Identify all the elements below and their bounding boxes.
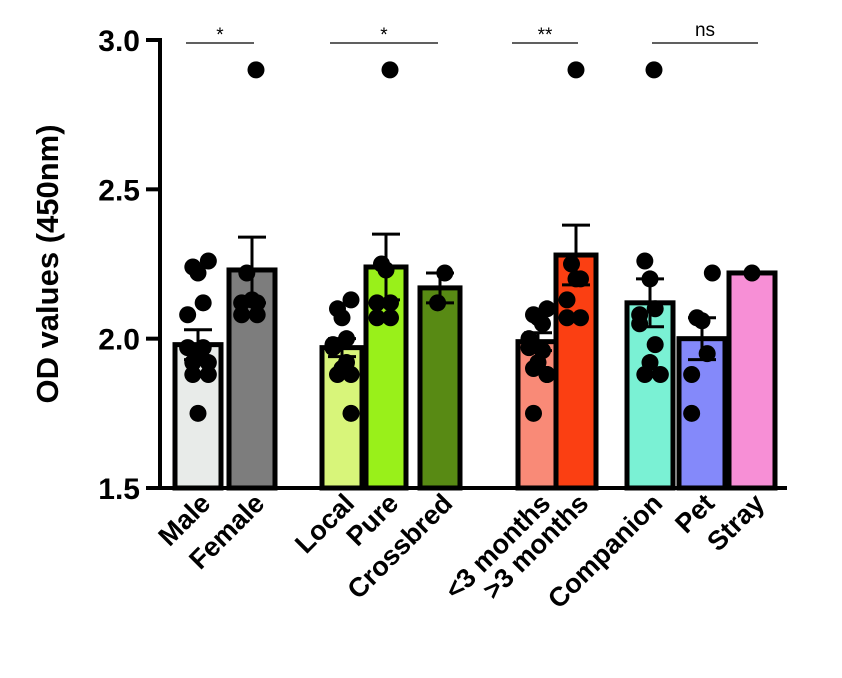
data-point — [636, 252, 654, 270]
data-point — [179, 306, 197, 324]
data-point — [189, 404, 207, 422]
data-point — [567, 61, 585, 79]
data-point — [683, 404, 701, 422]
data-point — [683, 366, 701, 384]
data-point — [538, 366, 556, 384]
x-tick-label: Stray — [701, 488, 770, 557]
data-point — [184, 366, 202, 384]
data-point — [631, 315, 649, 333]
data-point — [333, 309, 351, 327]
data-point — [646, 336, 664, 354]
significance-label: * — [216, 25, 224, 46]
data-point — [342, 366, 360, 384]
data-point — [525, 404, 542, 422]
data-point — [233, 306, 251, 324]
data-point — [645, 61, 663, 79]
data-point — [189, 264, 207, 282]
data-point — [194, 294, 212, 312]
significance-label: ** — [538, 25, 553, 46]
data-point — [743, 264, 761, 282]
data-point — [199, 366, 217, 384]
bar-8 — [676, 336, 728, 491]
bar-7 — [624, 300, 676, 491]
data-point — [572, 309, 589, 327]
data-point — [342, 291, 360, 309]
y-tick-label: 2.5 — [98, 174, 140, 207]
data-point — [703, 264, 721, 282]
data-point — [636, 366, 654, 384]
data-point — [382, 309, 399, 327]
data-point — [324, 339, 342, 357]
data-point — [525, 360, 542, 378]
y-tick-label: 2.0 — [98, 324, 140, 357]
significance-label: * — [380, 25, 388, 46]
data-point — [558, 291, 576, 309]
y-tick-label: 1.5 — [98, 473, 140, 506]
y-axis-title: OD values (450nm) — [30, 124, 65, 403]
data-point — [381, 61, 399, 79]
y-tick-label: 3.0 — [98, 25, 140, 58]
data-point — [534, 315, 551, 333]
data-point — [651, 366, 669, 384]
data-point — [248, 306, 266, 324]
bar-4 — [417, 285, 463, 491]
data-point — [558, 309, 576, 327]
bar-6 — [553, 252, 599, 491]
data-point — [368, 294, 386, 312]
bar-9 — [726, 270, 778, 491]
data-point — [247, 61, 265, 79]
data-point — [199, 252, 217, 270]
significance-label: ns — [695, 20, 715, 41]
data-point — [329, 366, 346, 384]
data-point — [342, 404, 360, 422]
data-point — [368, 309, 386, 327]
